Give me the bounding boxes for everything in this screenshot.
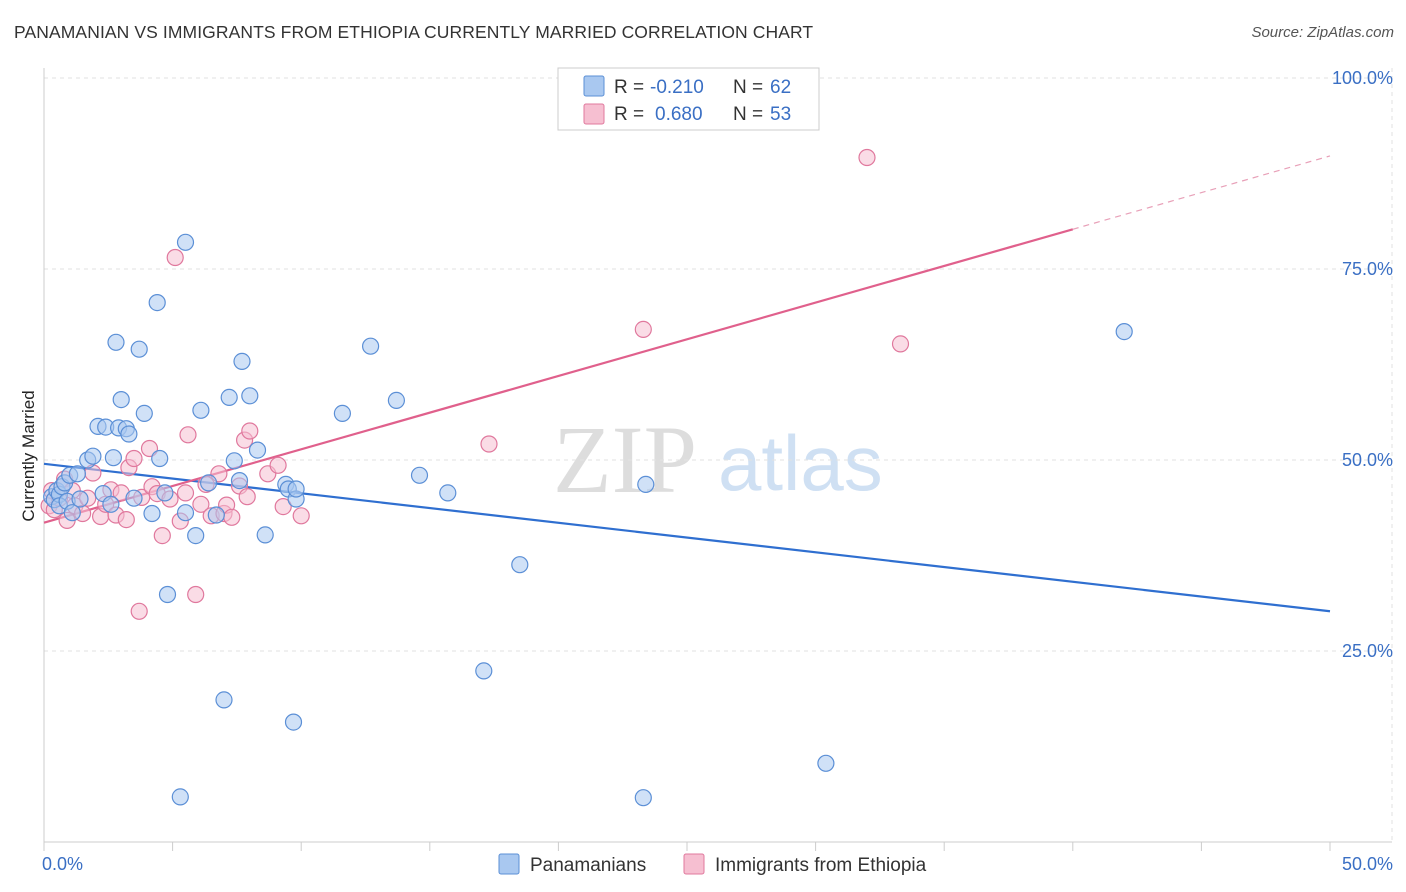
- point-panamanians-29: [151, 449, 169, 468]
- point-ethiopia-40: [238, 488, 256, 506]
- point-panamanians-19: [107, 333, 125, 351]
- point-panamanians-17: [102, 495, 120, 513]
- point-panamanians-10: [68, 465, 87, 483]
- point-panamanians-33: [176, 504, 195, 522]
- point-ethiopia-31: [192, 495, 210, 513]
- point-panamanians-30: [156, 484, 174, 502]
- point-panamanians-59: [634, 789, 652, 807]
- point-panamanians-52: [333, 404, 351, 422]
- point-panamanians-61: [817, 754, 835, 772]
- point-panamanians-54: [387, 391, 405, 409]
- legend-r-label-ethiopia: R =: [614, 104, 644, 125]
- point-panamanians-41: [225, 452, 243, 470]
- point-panamanians-53: [362, 337, 380, 355]
- source-credit: Source: ZipAtlas.com: [1251, 24, 1394, 41]
- x-tick-label-0: 0.0%: [42, 854, 83, 874]
- y-tick-label-3: 100.0%: [1332, 68, 1393, 88]
- point-ethiopia-44: [274, 498, 292, 516]
- point-panamanians-36: [192, 401, 210, 419]
- series-legend: Panamanians Immigrants from Ethiopia: [498, 853, 927, 876]
- legend-r-value-panamanians: -0.210: [650, 77, 704, 98]
- point-panamanians-42: [230, 472, 249, 490]
- point-panamanians-49: [284, 713, 303, 731]
- point-panamanians-57: [475, 662, 493, 680]
- bottom-legend-label-panamanians: Panamanians: [530, 855, 646, 876]
- point-panamanians-46: [256, 526, 274, 544]
- legend-r-value-ethiopia: 0.680: [655, 104, 703, 125]
- point-ethiopia-43: [269, 456, 287, 474]
- point-panamanians-18: [104, 449, 123, 467]
- point-ethiopia-24: [153, 526, 171, 545]
- x-tick-label-1: 50.0%: [1342, 854, 1393, 874]
- point-panamanians-24: [125, 489, 143, 507]
- point-ethiopia-46: [480, 435, 498, 453]
- point-panamanians-45: [248, 441, 267, 459]
- point-panamanians-39: [215, 691, 233, 709]
- point-panamanians-28: [148, 294, 166, 312]
- point-panamanians-62: [1115, 323, 1133, 341]
- watermark-zip: ZIP: [553, 406, 697, 513]
- point-ethiopia-49: [891, 335, 910, 353]
- point-panamanians-31: [158, 585, 177, 604]
- y-tick-label-0: 25.0%: [1342, 641, 1393, 661]
- point-panamanians-56: [439, 484, 457, 502]
- point-panamanians-58: [511, 556, 529, 574]
- watermark-atlas: atlas: [718, 419, 883, 507]
- legend-swatch-ethiopia: [583, 103, 605, 125]
- bottom-legend-label-ethiopia: Immigrants from Ethiopia: [715, 855, 927, 876]
- stats-legend: R = -0.210 N = 62 R = 0.680 N = 53: [557, 67, 820, 131]
- point-panamanians-27: [143, 504, 161, 523]
- legend-n-label-panamanians: N =: [733, 77, 763, 98]
- point-ethiopia-18: [125, 449, 143, 468]
- point-panamanians-38: [207, 506, 225, 524]
- point-ethiopia-41: [241, 422, 259, 440]
- legend-n-value-ethiopia: 53: [770, 104, 791, 125]
- tick-labels: 25.0% 50.0% 75.0% 100.0% 0.0% 50.0%: [42, 68, 1393, 874]
- point-panamanians-40: [220, 388, 238, 406]
- point-panamanians-25: [130, 340, 148, 358]
- point-ethiopia-47: [634, 320, 652, 338]
- chart-title: PANAMANIAN VS IMMIGRANTS FROM ETHIOPIA C…: [14, 22, 814, 42]
- point-panamanians-51: [287, 480, 305, 498]
- point-panamanians-43: [233, 352, 251, 370]
- point-panamanians-26: [135, 404, 153, 422]
- point-ethiopia-28: [176, 484, 195, 502]
- point-panamanians-9: [63, 504, 81, 522]
- point-ethiopia-19: [130, 602, 148, 620]
- data-points: [40, 148, 1133, 807]
- axes: [43, 68, 1392, 851]
- trend-line-panamanians: [43, 462, 1331, 613]
- point-ethiopia-26: [166, 248, 184, 267]
- point-panamanians-34: [176, 233, 195, 251]
- point-panamanians-32: [171, 788, 189, 806]
- legend-n-value-panamanians: 62: [770, 77, 791, 98]
- point-ethiopia-30: [187, 585, 205, 604]
- bottom-legend-swatch-ethiopia: [683, 853, 705, 875]
- point-panamanians-21: [112, 391, 130, 409]
- point-panamanians-23: [120, 425, 138, 443]
- legend-n-label-ethiopia: N =: [733, 104, 763, 125]
- y-tick-label-1: 50.0%: [1342, 450, 1393, 470]
- trend-lines: [43, 155, 1331, 613]
- point-panamanians-11: [71, 490, 89, 508]
- point-ethiopia-45: [292, 507, 310, 525]
- point-ethiopia-37: [223, 508, 241, 526]
- legend-swatch-panamanians: [583, 75, 605, 97]
- y-tick-label-2: 75.0%: [1342, 259, 1393, 279]
- legend-r-label-panamanians: R =: [614, 77, 644, 98]
- bottom-legend-swatch-panamanians: [498, 853, 520, 875]
- trend-line-ethiopia-extension: [1072, 155, 1331, 230]
- point-ethiopia-48: [858, 148, 876, 167]
- point-panamanians-60: [637, 475, 655, 493]
- point-ethiopia-21: [140, 439, 159, 458]
- point-panamanians-13: [84, 447, 102, 465]
- y-axis-title: Currently Married: [19, 390, 38, 521]
- point-panamanians-37: [200, 474, 218, 492]
- point-panamanians-44: [241, 387, 259, 405]
- point-panamanians-35: [187, 526, 205, 545]
- point-panamanians-55: [410, 466, 429, 484]
- point-ethiopia-29: [179, 426, 197, 444]
- point-ethiopia-16: [117, 510, 135, 529]
